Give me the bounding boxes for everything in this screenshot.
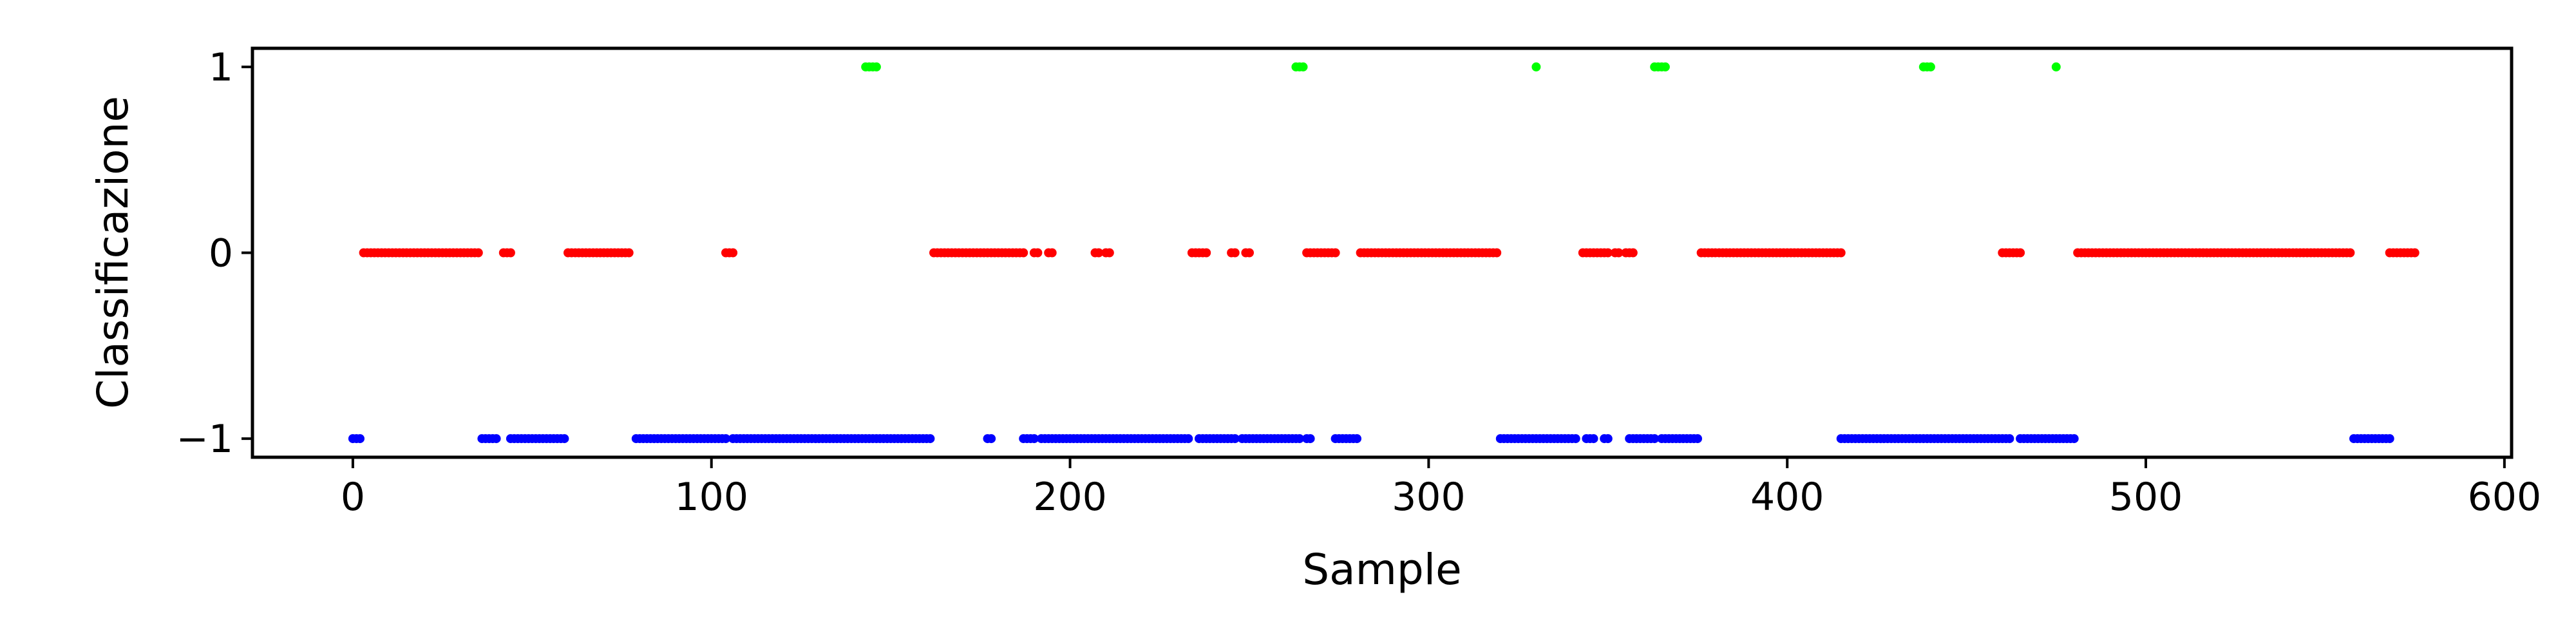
x-tick-label: 500 [2109, 475, 2183, 520]
y-tick-label: −1 [176, 417, 233, 462]
y-axis-label: Classificazione [88, 96, 138, 409]
x-tick-label: 200 [1033, 475, 1107, 520]
data-point [1531, 62, 1541, 71]
data-point [987, 434, 996, 444]
data-point [2005, 434, 2014, 444]
data-point [1603, 248, 1613, 258]
data-point [1305, 434, 1315, 444]
data-point [2069, 434, 2079, 444]
data-point [1614, 248, 1624, 258]
data-point [1628, 248, 1638, 258]
data-point [1571, 434, 1580, 444]
x-tick-label: 600 [2468, 475, 2542, 520]
data-point [2016, 248, 2025, 258]
data-point [2051, 62, 2061, 71]
data-point [624, 248, 634, 258]
data-point [1094, 248, 1104, 258]
data-point [1230, 248, 1240, 258]
data-point [560, 434, 569, 444]
x-tick-label: 400 [1750, 475, 1824, 520]
data-points [348, 62, 2420, 444]
data-point [491, 434, 501, 444]
data-point [1650, 434, 1660, 444]
data-point [1589, 434, 1598, 444]
data-point [355, 434, 365, 444]
data-point [1331, 248, 1340, 258]
data-point [1294, 434, 1304, 444]
series-class-1 [861, 62, 2061, 71]
data-point [1184, 434, 1193, 444]
x-axis: 0 100 200 300 400 500 600 [341, 457, 2541, 520]
x-tick-label: 300 [1392, 475, 1466, 520]
data-point [473, 248, 483, 258]
x-tick-label: 0 [341, 475, 365, 520]
data-point [1029, 434, 1039, 444]
data-point [1693, 434, 1702, 444]
data-point [1492, 248, 1502, 258]
data-point [1047, 248, 1057, 258]
data-point [1836, 248, 1846, 258]
data-point [2345, 248, 2355, 258]
data-point [1352, 434, 1361, 444]
data-point [1019, 248, 1028, 258]
data-point [1660, 62, 1670, 71]
data-point [1033, 248, 1043, 258]
data-point [2410, 248, 2420, 258]
data-point [1202, 248, 1211, 258]
data-point [925, 434, 935, 444]
series-class-0 [359, 248, 2420, 258]
data-point [1603, 434, 1613, 444]
series-class--1 [348, 434, 2394, 444]
y-axis: −1 0 1 [176, 45, 252, 462]
data-point [1926, 62, 1935, 71]
x-tick-label: 100 [674, 475, 748, 520]
data-point [721, 434, 730, 444]
data-point [1245, 248, 1254, 258]
data-point [506, 248, 515, 258]
data-point [871, 62, 881, 71]
x-axis-label: Sample [1302, 545, 1461, 594]
y-tick-label: 0 [209, 231, 233, 276]
data-point [728, 248, 738, 258]
data-point [2385, 434, 2394, 444]
data-point [1104, 248, 1114, 258]
data-point [1298, 62, 1308, 71]
data-point [1230, 434, 1240, 444]
y-tick-label: 1 [209, 45, 233, 90]
